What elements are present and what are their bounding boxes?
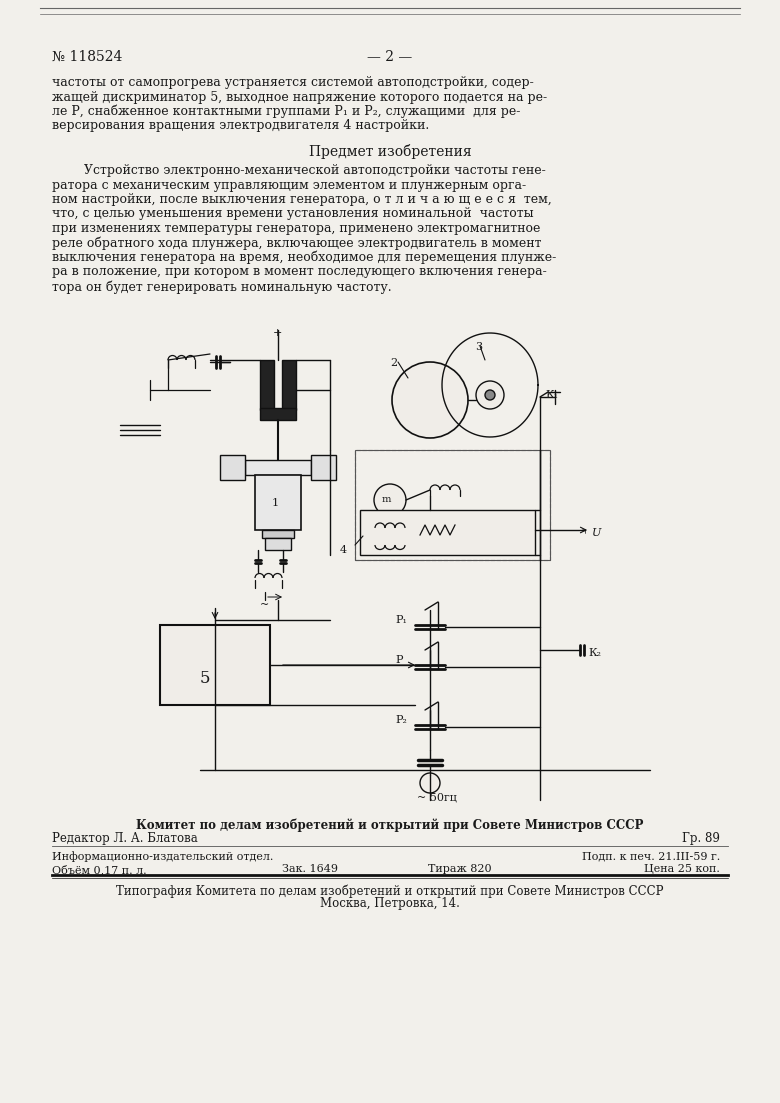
Text: ратора с механическим управляющим элементом и плунжерным орга-: ратора с механическим управляющим элемен… [52,179,527,192]
Text: К₂: К₂ [588,647,601,658]
Bar [255,475,301,531]
Text: выключения генератора на время, необходимое для перемещения плунже-: выключения генератора на время, необходи… [52,251,556,265]
Text: ра в положение, при котором в момент последующего включения генера-: ра в положение, при котором в момент пос… [52,266,547,278]
Text: Цена 25 коп.: Цена 25 коп. [644,864,720,874]
Text: ~: ~ [260,600,269,610]
Bar [260,408,296,420]
Text: Устройство электронно-механической автоподстройки частоты гене-: Устройство электронно-механической автоп… [52,164,546,176]
Bar [262,531,294,538]
Text: Р₁: Р₁ [395,615,407,625]
Text: тора он будет генерировать номинальную частоту.: тора он будет генерировать номинальную ч… [52,280,392,293]
Bar [311,456,336,480]
Text: Гр. 89: Гр. 89 [682,832,720,845]
Circle shape [374,484,406,516]
Circle shape [476,381,504,409]
Text: К₁: К₁ [545,390,558,400]
Text: Подп. к печ. 21.III-59 г.: Подп. к печ. 21.III-59 г. [582,852,720,861]
Text: версирования вращения электродвигателя 4 настройки.: версирования вращения электродвигателя 4… [52,119,429,132]
Bar [260,360,274,410]
Text: Зак. 1649: Зак. 1649 [282,864,338,874]
Bar [160,625,270,705]
Bar [220,456,245,480]
Text: +: + [272,328,282,338]
Text: ле Р, снабженное контактными группами Р₁ и Р₂, служащими  для ре-: ле Р, снабженное контактными группами Р₁… [52,105,520,118]
Text: 1: 1 [272,497,279,508]
Text: № 118524: № 118524 [52,50,122,64]
Text: ном настройки, после выключения генератора, о т л и ч а ю щ е е с я  тем,: ном настройки, после выключения генерато… [52,193,551,206]
Bar [360,510,535,555]
Text: Типография Комитета по делам изобретений и открытий при Совете Министров СССР: Типография Комитета по делам изобретений… [116,884,664,898]
Text: 5: 5 [200,670,211,687]
Bar [245,460,311,475]
Bar [265,538,291,550]
Text: Предмет изобретения: Предмет изобретения [309,144,471,159]
Text: что, с целью уменьшения времени установления номинальной  частоты: что, с целью уменьшения времени установл… [52,207,534,221]
Text: U: U [592,528,601,538]
Text: Комитет по делам изобретений и открытий при Совете Министров СССР: Комитет по делам изобретений и открытий … [136,818,644,832]
Text: Объём 0,17 п. л.: Объём 0,17 п. л. [52,864,147,875]
Text: 3: 3 [475,342,482,352]
Text: Редактор Л. А. Блатова: Редактор Л. А. Блатова [52,832,198,845]
Text: Р₂: Р₂ [395,715,407,725]
Bar [355,450,550,560]
Text: Тираж 820: Тираж 820 [428,864,492,874]
Text: 4: 4 [340,545,347,555]
Text: частоты от самопрогрева устраняется системой автоподстройки, содер-: частоты от самопрогрева устраняется сист… [52,76,534,89]
Text: реле обратного хода плунжера, включающее электродвигатель в момент: реле обратного хода плунжера, включающее… [52,236,541,250]
Text: — 2 —: — 2 — [367,50,413,64]
Text: жащей дискриминатор 5, выходное напряжение которого подается на ре-: жащей дискриминатор 5, выходное напряжен… [52,90,547,104]
Circle shape [420,773,440,793]
Text: 2: 2 [390,358,397,368]
Circle shape [392,362,468,438]
Text: при изменениях температуры генератора, применено электромагнитное: при изменениях температуры генератора, п… [52,222,541,235]
Text: Информационно-издательский отдел.: Информационно-издательский отдел. [52,852,273,861]
Text: Москва, Петровка, 14.: Москва, Петровка, 14. [320,897,460,910]
Text: Р: Р [395,655,402,665]
Bar [282,360,296,410]
Text: ~ 50гц: ~ 50гц [417,793,457,803]
Bar [355,450,550,560]
Text: m: m [382,495,392,504]
Circle shape [485,390,495,400]
